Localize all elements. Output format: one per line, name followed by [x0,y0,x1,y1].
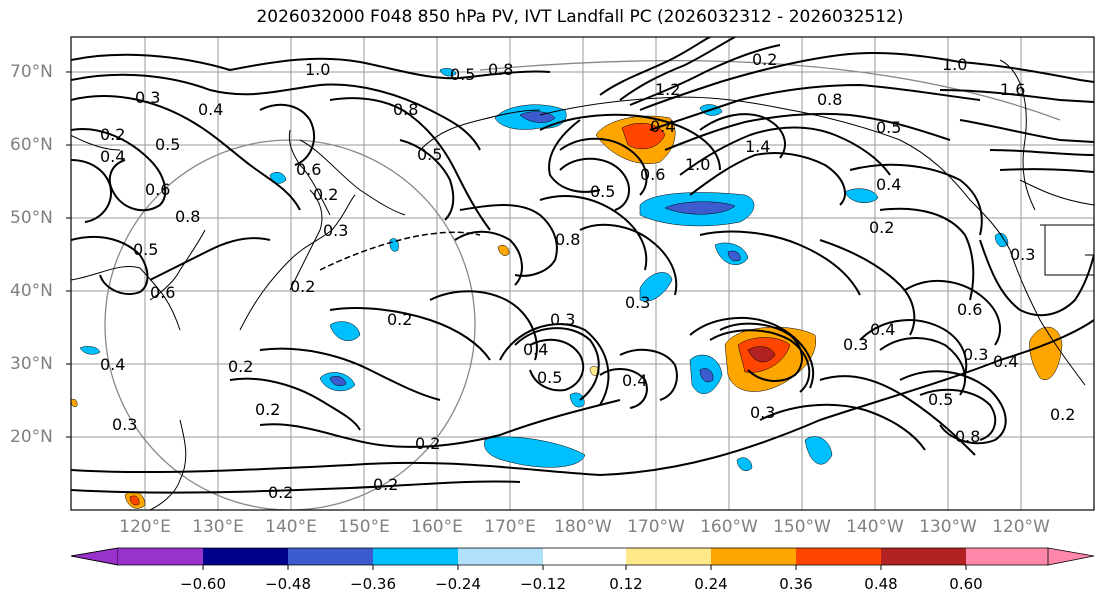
contour-label: 1.0 [685,155,710,174]
lon-label-180w: 180°W [554,517,612,537]
lon-label-140e: 140°E [265,517,317,537]
map-title: 2026032000 F048 850 hPa PV, IVT Landfall… [256,7,904,27]
lat-label-60n: 60°N [10,135,53,155]
colorbar-tick-label: −0.24 [435,575,481,593]
contour-label: 0.2 [869,218,894,237]
contour-label: 0.4 [876,175,901,194]
lat-label-20n: 20°N [10,427,53,447]
contour-label: 0.3 [843,335,868,354]
contour-label: 0.8 [955,427,980,446]
colorbar-tick-label: −0.12 [520,575,566,593]
contour-label: 0.2 [268,483,293,502]
colorbar-max-arrow [1047,547,1095,566]
lat-label-50n: 50°N [10,208,53,228]
contour-labels: 0.3 0.4 0.5 0.6 0.8 1.0 0.2 0.4 0.5 0.6 … [100,50,1075,502]
contour-label: 0.4 [100,147,125,166]
lon-label-150w: 150°W [773,517,831,537]
contour-label: 0.2 [228,357,253,376]
contour-label: 0.3 [963,345,988,364]
contour-label: 0.3 [135,88,160,107]
lon-label-170w: 170°W [627,517,685,537]
colorbar [70,547,1095,570]
contour-label: 0.3 [323,221,348,240]
contour-label: 0.2 [415,434,440,453]
lat-label-40n: 40°N [10,281,53,301]
contour-label: 0.8 [817,90,842,109]
colorbar-tick-label: −0.60 [180,575,226,593]
contour-label: 0.3 [550,310,575,329]
pv-contours [71,37,1094,494]
lon-label-160e: 160°E [411,517,463,537]
contour-label: 0.8 [175,207,200,226]
contour-label: 0.5 [928,390,953,409]
contour-label: 0.4 [523,340,548,359]
colorbar-tick-label: 0.24 [694,575,728,593]
graticule [71,37,1094,510]
lat-label-30n: 30°N [10,354,53,374]
axis-ticks [66,71,71,438]
contour-label: 0.5 [450,65,475,84]
contour-label: 0.5 [133,240,158,259]
contour-label: 0.5 [590,182,615,201]
contour-label: 0.4 [622,371,647,390]
range-ring-north [479,60,1061,121]
colorbar-min-arrow [70,547,119,566]
contour-label: 0.2 [373,475,398,494]
contour-label: 1.4 [745,137,770,156]
contour-label: 1.0 [305,60,330,79]
contour-label: 0.3 [1010,245,1035,264]
contour-label: 0.6 [640,165,665,184]
contour-label: 0.2 [100,125,125,144]
contour-label: 0.4 [870,320,895,339]
contour-label: 0.6 [150,283,175,302]
contour-label: 0.4 [100,355,125,374]
coastlines [71,59,1094,510]
contour-label: 0.2 [752,50,777,69]
contour-label: 1.2 [655,80,680,99]
colorbar-tick-label: 0.60 [949,575,983,593]
lon-label-120w: 120°W [992,517,1050,537]
contour-label: 0.5 [537,368,562,387]
contour-label: 0.3 [625,293,650,312]
colorbar-tick-label: 0.48 [864,575,898,593]
contour-label: 1.0 [942,55,967,74]
ivt-negative-shading [79,68,1009,471]
contour-label: 0.5 [876,118,901,137]
lon-label-170e: 170°E [484,517,536,537]
contour-label: 0.5 [155,135,180,154]
lat-label-70n: 70°N [10,62,53,82]
contour-label: 0.8 [393,100,418,119]
lon-label-150e: 150°E [338,517,390,537]
contour-label: 0.8 [555,230,580,249]
contour-label: 0.3 [750,403,775,422]
colorbar-tick-label: −0.36 [350,575,396,593]
contour-label: 0.6 [957,300,982,319]
contour-label: 1.6 [1000,80,1025,99]
contour-label: 0.8 [488,60,513,79]
lon-label-130e: 130°E [192,517,244,537]
contour-label: 0.2 [387,310,412,329]
contour-label: 0.4 [650,117,675,136]
pv-dashed-contour [319,231,481,271]
colorbar-tick-label: −0.48 [265,575,311,593]
contour-label: 0.4 [198,100,223,119]
contour-label: 0.2 [255,400,280,419]
lon-label-140w: 140°W [846,517,904,537]
contour-label: 0.6 [145,180,170,199]
lon-label-130w: 130°W [919,517,977,537]
contour-label: 0.3 [112,415,137,434]
contour-label: 0.5 [417,145,442,164]
contour-label: 0.4 [993,352,1018,371]
lon-label-160w: 160°W [700,517,758,537]
colorbar-tick-label: 0.36 [779,575,813,593]
colorbar-tick-label: 0.12 [609,575,643,593]
contour-label: 0.2 [290,277,315,296]
contour-label: 0.6 [296,160,321,179]
contour-label: 0.2 [1050,405,1075,424]
map-frame [70,36,1095,511]
contour-label: 0.2 [313,185,338,204]
lon-label-120e: 120°E [119,517,171,537]
